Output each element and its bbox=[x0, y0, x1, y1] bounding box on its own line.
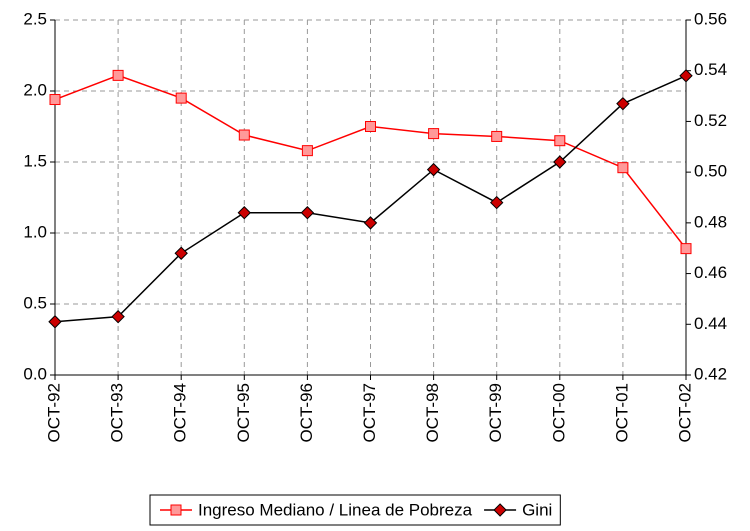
point bbox=[112, 69, 124, 81]
x-tick-label: OCT-00 bbox=[549, 383, 568, 443]
point bbox=[680, 243, 692, 255]
point bbox=[237, 206, 252, 220]
y-tick-label: 0.5 bbox=[23, 293, 47, 312]
y2-tick-label: 0.42 bbox=[694, 364, 727, 383]
x-tick-label: OCT-97 bbox=[360, 383, 379, 443]
x-tick-label: OCT-94 bbox=[171, 383, 190, 443]
x-tick-label: OCT-01 bbox=[612, 383, 631, 443]
x-tick-label: OCT-92 bbox=[44, 383, 63, 443]
x-tick-label: OCT-99 bbox=[486, 383, 505, 443]
point bbox=[616, 96, 630, 111]
point bbox=[554, 135, 566, 147]
x-tick-label: OCT-02 bbox=[675, 383, 694, 443]
point bbox=[175, 92, 187, 104]
x-tick-label: OCT-95 bbox=[234, 383, 253, 443]
point bbox=[301, 145, 313, 157]
point bbox=[365, 121, 376, 132]
point bbox=[48, 315, 62, 329]
point bbox=[300, 206, 315, 220]
point bbox=[174, 246, 188, 260]
point bbox=[111, 309, 125, 324]
x-tick-label: OCT-93 bbox=[108, 383, 127, 443]
legend-marker bbox=[493, 503, 507, 517]
y-tick-label: 1.5 bbox=[23, 151, 47, 170]
point bbox=[491, 130, 503, 142]
legend-marker bbox=[170, 504, 182, 516]
point bbox=[426, 162, 441, 177]
point bbox=[679, 69, 693, 83]
y2-tick-label: 0.48 bbox=[694, 212, 727, 231]
y2-tick-label: 0.52 bbox=[694, 111, 727, 130]
y-tick-label: 1.0 bbox=[23, 222, 47, 241]
legend-label: Ingreso Mediano / Linea de Pobreza bbox=[198, 500, 473, 519]
point bbox=[363, 216, 378, 230]
legend-label: Gini bbox=[522, 500, 552, 519]
point bbox=[49, 94, 61, 106]
y2-tick-label: 0.44 bbox=[694, 314, 727, 333]
y2-tick-label: 0.54 bbox=[694, 60, 727, 79]
y2-tick-label: 0.56 bbox=[694, 9, 727, 28]
y-tick-label: 2.0 bbox=[23, 80, 47, 99]
x-tick-label: OCT-98 bbox=[423, 383, 442, 443]
point bbox=[489, 195, 504, 210]
x-tick-label: OCT-96 bbox=[297, 383, 316, 443]
y2-tick-label: 0.50 bbox=[694, 162, 727, 181]
y-tick-label: 2.5 bbox=[23, 9, 47, 28]
y-tick-label: 0.0 bbox=[23, 364, 47, 383]
point bbox=[238, 129, 250, 141]
point bbox=[617, 162, 629, 174]
y2-tick-label: 0.46 bbox=[694, 263, 727, 282]
point bbox=[428, 128, 440, 140]
point bbox=[553, 155, 567, 169]
